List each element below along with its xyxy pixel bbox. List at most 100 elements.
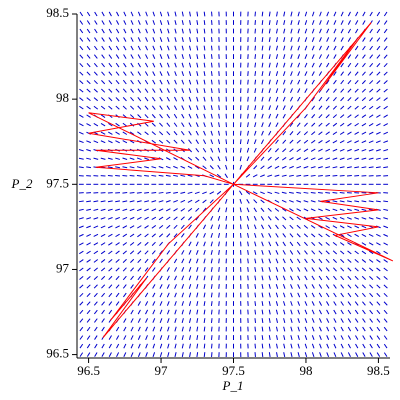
field-segment (108, 233, 113, 237)
field-segment (188, 139, 192, 144)
field-segment (86, 45, 91, 51)
field-segment (282, 79, 286, 85)
field-segment (196, 28, 199, 34)
field-segment (129, 175, 135, 177)
field-segment (115, 28, 120, 34)
field-segment (311, 54, 315, 59)
field-segment (274, 148, 279, 153)
field-segment (290, 284, 293, 289)
field-segment (79, 276, 84, 280)
field-segment (347, 20, 351, 25)
field-segment (107, 140, 113, 144)
field-segment (181, 71, 185, 77)
field-segment (290, 335, 293, 341)
field-segment (123, 326, 127, 332)
field-segment (100, 259, 106, 263)
field-segment (181, 250, 185, 255)
field-segment (79, 54, 84, 59)
field-segment (247, 249, 249, 255)
y-tick-label: 96.5 (46, 346, 69, 361)
field-segment (254, 326, 256, 332)
field-segment (332, 122, 338, 127)
field-segment (325, 174, 331, 177)
field-segment (325, 267, 330, 272)
field-segment (108, 343, 112, 349)
field-segment (181, 309, 184, 315)
field-segment (174, 54, 177, 60)
field-segment (181, 79, 185, 85)
field-segment (368, 140, 374, 144)
field-segment (209, 191, 215, 195)
field-segment (254, 88, 257, 94)
field-segment (158, 208, 164, 212)
field-segment (216, 190, 222, 195)
field-segment (137, 275, 142, 281)
field-segment (340, 28, 344, 34)
field-segment (93, 71, 98, 76)
field-segment (130, 28, 134, 34)
field-segment (290, 318, 293, 323)
field-segment (108, 37, 113, 42)
field-segment (333, 275, 337, 281)
field-segment (151, 258, 156, 264)
field-segment (274, 156, 280, 161)
field-segment (137, 28, 141, 34)
field-segment (166, 267, 170, 272)
field-segment (116, 343, 120, 349)
field-segment (209, 165, 214, 170)
field-segment (333, 71, 337, 76)
field-segment (79, 267, 84, 272)
field-segment (281, 174, 287, 177)
field-segment (115, 157, 121, 160)
field-segment (325, 225, 330, 229)
field-segment (123, 343, 127, 349)
field-segment (93, 200, 99, 203)
field-segment (333, 11, 337, 17)
field-segment (136, 192, 142, 194)
field-segment (174, 71, 177, 77)
field-segment (136, 166, 142, 169)
field-segment (340, 284, 345, 289)
field-segment (130, 326, 134, 332)
field-segment (325, 114, 330, 119)
field-segment (253, 165, 258, 170)
field-segment (339, 148, 345, 152)
field-segment (101, 352, 105, 357)
field-segment (340, 343, 344, 349)
field-segment (325, 122, 330, 127)
field-segment (94, 20, 98, 25)
field-segment (383, 292, 388, 298)
field-segment (368, 114, 374, 118)
field-segment (159, 335, 163, 340)
field-segment (115, 301, 120, 306)
x-tick-label: 97.5 (222, 363, 245, 378)
field-segment (159, 258, 163, 264)
field-segment (115, 208, 121, 212)
field-segment (174, 20, 177, 25)
field-segment (137, 20, 141, 25)
field-segment (239, 224, 242, 230)
field-segment (210, 122, 213, 128)
field-segment (296, 233, 301, 238)
field-segment (108, 242, 113, 246)
field-segment (218, 113, 220, 119)
field-segment (115, 79, 120, 85)
field-segment (218, 105, 220, 111)
field-segment (137, 352, 141, 357)
field-segment (159, 309, 163, 315)
field-segment (180, 216, 185, 221)
field-segment (180, 139, 185, 144)
field-segment (318, 250, 323, 255)
field-segment (254, 258, 257, 264)
field-segment (318, 192, 323, 194)
field-segment (122, 242, 128, 246)
field-segment (275, 37, 278, 42)
field-segment (129, 200, 135, 203)
field-segment (354, 45, 359, 51)
field-segment (347, 250, 352, 255)
field-segment (196, 45, 199, 51)
field-segment (347, 97, 352, 102)
field-segment (144, 114, 149, 119)
field-segment (137, 343, 141, 349)
field-segment (181, 96, 185, 102)
